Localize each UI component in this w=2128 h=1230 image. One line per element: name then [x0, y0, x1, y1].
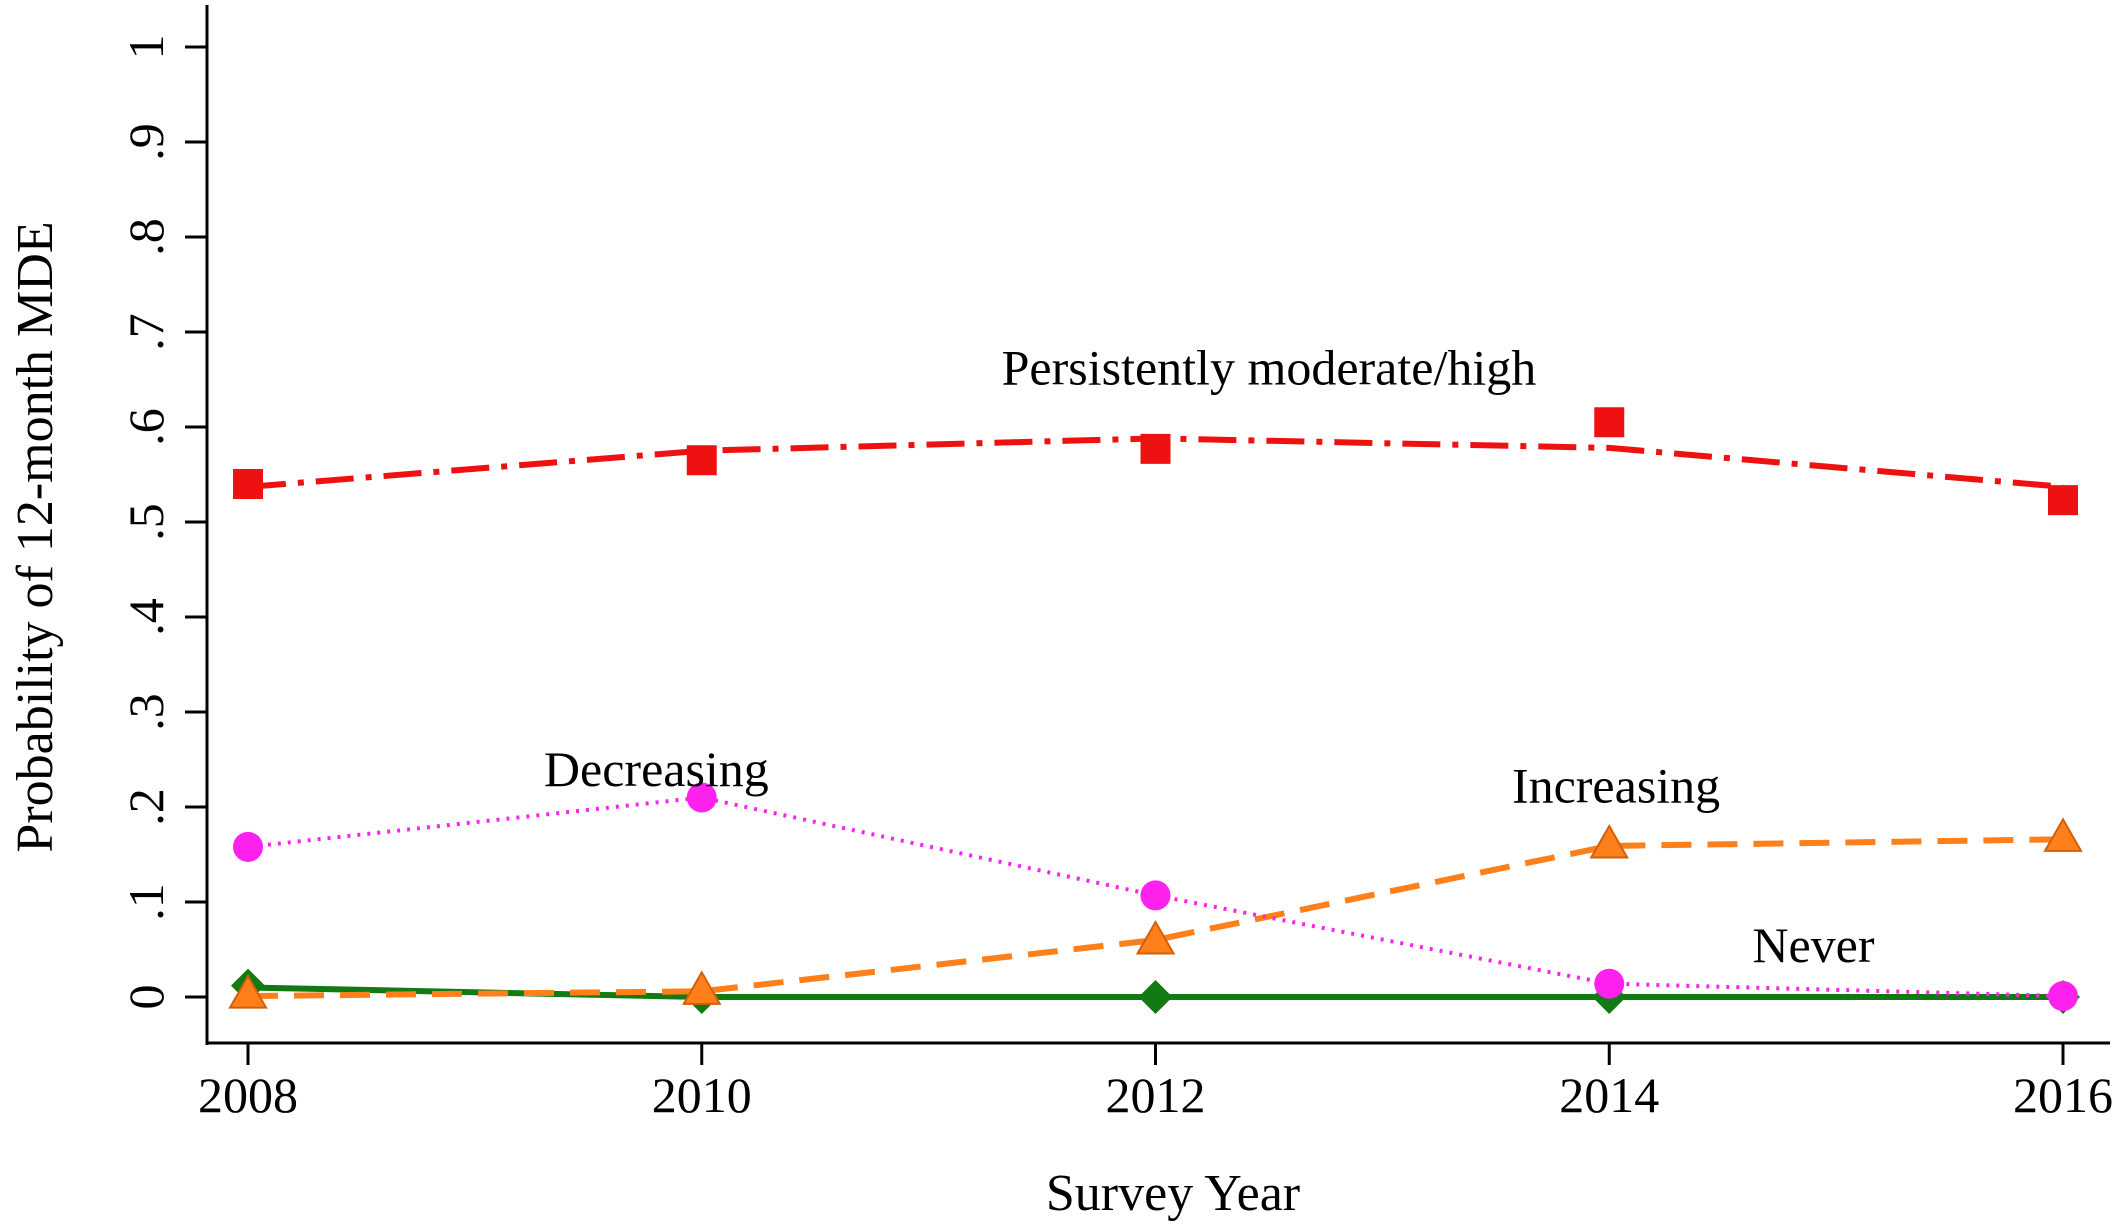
series-persistently-moderate-high — [233, 407, 2078, 516]
y-tick-label: .6 — [118, 408, 174, 446]
y-axis-title: Probability of 12-month MDE — [7, 221, 64, 852]
data-point-square — [686, 445, 717, 476]
data-point-triangle — [228, 974, 268, 1009]
y-tick-label: .9 — [118, 123, 174, 161]
series-increasing — [228, 817, 2083, 1009]
y-ticks: 0 .1 .2 .3 .4 .5 .6 .7 .8 .9 1 — [118, 35, 207, 1010]
series-annotation: Never — [1752, 917, 1874, 973]
y-tick-label: 1 — [118, 35, 174, 60]
x-tick-label: 2012 — [1106, 1067, 1206, 1123]
y-tick-label: .2 — [118, 788, 174, 826]
series-line — [247, 836, 2064, 1000]
data-point-circle — [2048, 981, 2078, 1012]
x-tick-label: 2010 — [652, 1067, 752, 1123]
x-tick-label: 2008 — [198, 1067, 298, 1123]
x-tick-label: 2014 — [1559, 1067, 1659, 1123]
y-tick-label: 0 — [118, 985, 174, 1010]
y-tick-label: .7 — [118, 313, 174, 351]
y-tick-label: .5 — [118, 503, 174, 541]
x-tick-label: 2016 — [2013, 1067, 2113, 1123]
data-point-triangle — [1589, 824, 1629, 859]
axes — [205, 5, 2110, 1045]
series-annotation: Decreasing — [544, 741, 769, 797]
data-point-circle — [1140, 880, 1171, 911]
y-tick-label: .1 — [118, 883, 174, 921]
x-ticks: 2008 2010 2012 2014 2016 — [198, 1043, 2113, 1123]
y-tick-label: .3 — [118, 693, 174, 731]
x-axis-title: Survey Year — [1046, 1165, 1300, 1222]
annotations: Persistently moderate/high Decreasing Incr… — [544, 339, 1875, 973]
data-point-triangle — [2043, 817, 2083, 852]
series — [228, 407, 2083, 1014]
data-point-square — [2048, 485, 2078, 516]
series-annotation: Persistently moderate/high — [1002, 339, 1537, 395]
data-point-square — [233, 469, 263, 499]
series-annotation: Increasing — [1512, 757, 1720, 813]
data-point-triangle — [682, 970, 722, 1005]
y-tick-label: .4 — [118, 598, 174, 636]
y-tick-label: .8 — [118, 218, 174, 256]
data-point-circle — [233, 831, 263, 862]
data-point-square — [1140, 433, 1171, 464]
data-point-circle — [686, 782, 717, 813]
data-point-circle — [1594, 968, 1625, 999]
series-never — [231, 968, 2080, 1014]
data-point-diamond — [1138, 980, 1173, 1014]
data-point-triangle — [1135, 919, 1176, 955]
data-point-square — [1594, 407, 1625, 438]
series-decreasing — [233, 782, 2078, 1012]
